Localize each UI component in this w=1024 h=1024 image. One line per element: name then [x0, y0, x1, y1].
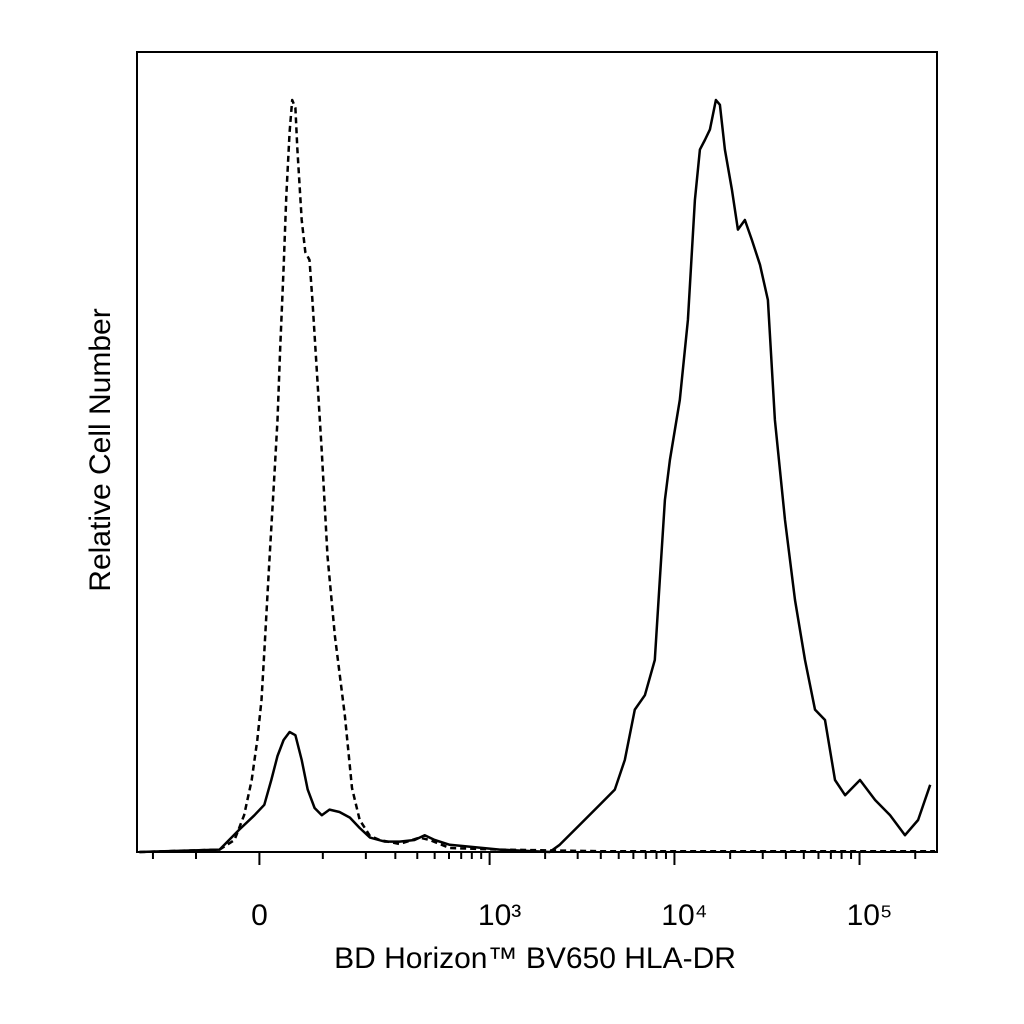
x-axis-label: BD Horizon™ BV650 HLA-DR [334, 942, 736, 975]
x-tick-label: 10⁵ [847, 899, 893, 932]
y-axis-label: Relative Cell Number [84, 308, 117, 591]
x-tick-label: 0 [251, 899, 268, 932]
x-tick-label: 10³ [478, 899, 521, 932]
x-tick-label: 10⁴ [661, 899, 707, 932]
histogram-line [139, 98, 936, 854]
plot-frame [136, 51, 938, 853]
histogram-line [139, 98, 932, 854]
